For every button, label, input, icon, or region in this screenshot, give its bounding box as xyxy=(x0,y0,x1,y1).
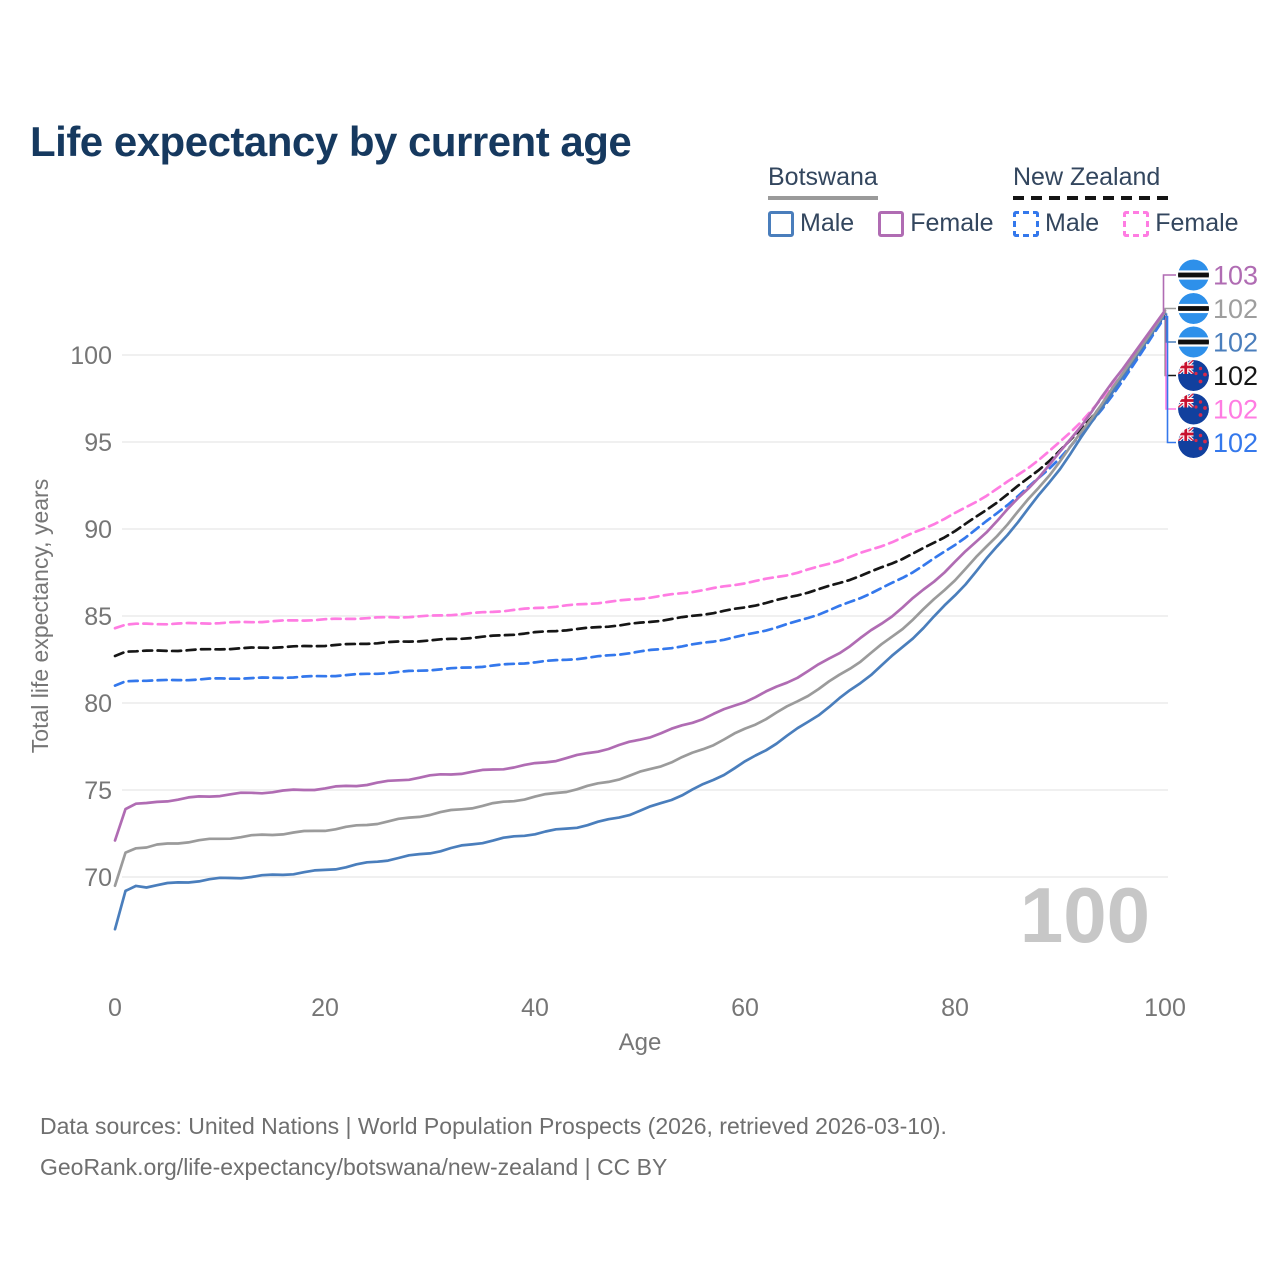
end-label-leader-bw-male xyxy=(1165,313,1176,343)
legend-label-new-zealand-male: Male xyxy=(1045,209,1100,237)
legend-swatch-new-zealand-female xyxy=(1123,210,1150,237)
legend-label-new-zealand-female: Female xyxy=(1155,209,1239,237)
x-tick-label-20: 20 xyxy=(311,994,339,1022)
legend-items-botswana: Male Female xyxy=(768,209,994,238)
footer: Data sources: United Nations | World Pop… xyxy=(40,1106,947,1188)
footer-data-sources: Data sources: United Nations | World Pop… xyxy=(40,1113,947,1139)
new-zealand-flag-icon xyxy=(1178,360,1209,391)
y-axis-title: Total life expectancy, years xyxy=(27,479,53,753)
y-tick-label-95: 95 xyxy=(84,429,112,457)
age-watermark: 100 xyxy=(1020,871,1150,959)
end-label-value-nz-total: 102 xyxy=(1213,361,1258,391)
end-label-leader-bw-total xyxy=(1164,307,1176,313)
y-tick-label-75: 75 xyxy=(84,777,112,805)
legend-label-botswana-male: Male xyxy=(800,209,855,237)
x-tick-label-80: 80 xyxy=(941,994,969,1022)
y-tick-label-85: 85 xyxy=(84,603,112,631)
end-label-value-nz-male: 102 xyxy=(1213,428,1258,458)
legend-group-new-zealand-title: New Zealand xyxy=(1013,163,1161,191)
legend-group-new-zealand: New Zealand Male Female xyxy=(1013,163,1239,238)
series-nz-total-line xyxy=(113,313,1167,658)
x-tick-label-100: 100 xyxy=(1144,994,1186,1022)
series-bw-male-line xyxy=(113,312,1167,931)
legend-group-botswana-title: Botswana xyxy=(768,163,878,191)
end-label-value-bw-total: 102 xyxy=(1213,294,1258,324)
y-tick-label-100: 100 xyxy=(70,342,112,370)
series-nz-male-line xyxy=(113,315,1167,687)
botswana-flag-icon xyxy=(1178,259,1209,291)
end-label-leader-bw-female xyxy=(1162,274,1176,312)
x-tick-label-60: 60 xyxy=(731,994,759,1022)
legend-group-botswana: Botswana Male Female xyxy=(768,163,994,238)
end-label-value-bw-female: 103 xyxy=(1213,261,1258,291)
legend-swatch-botswana-female xyxy=(878,210,905,237)
x-axis-title: Age xyxy=(619,1029,662,1056)
y-tick-label-70: 70 xyxy=(84,864,112,892)
botswana-flag-icon xyxy=(1178,293,1209,324)
new-zealand-flag-icon xyxy=(1178,393,1209,425)
end-label-leader-nz-male xyxy=(1165,315,1176,444)
y-tick-label-80: 80 xyxy=(84,690,112,718)
y-tick-label-90: 90 xyxy=(84,516,112,544)
series-nz-female-line xyxy=(113,314,1167,630)
end-label-value-bw-male: 102 xyxy=(1213,328,1258,358)
legend-swatch-botswana-male xyxy=(768,210,794,237)
new-zealand-flag-icon xyxy=(1178,427,1209,458)
botswana-flag-icon xyxy=(1178,326,1209,358)
end-label-leader-nz-female xyxy=(1165,314,1176,410)
legend-underline-dashed xyxy=(1013,196,1168,200)
end-label-value-nz-female: 102 xyxy=(1213,395,1258,425)
legend-item-botswana-female[interactable]: Female xyxy=(878,209,994,238)
series-bw-female-line xyxy=(113,309,1167,842)
legend-items-new-zealand: Male Female xyxy=(1013,209,1239,238)
legend-underline-solid xyxy=(768,196,878,200)
legend-item-new-zealand-female[interactable]: Female xyxy=(1123,209,1239,238)
page-title: Life expectancy by current age xyxy=(30,118,632,166)
legend-item-botswana-male[interactable]: Male xyxy=(768,209,854,238)
legend-label-botswana-female: Female xyxy=(910,209,994,237)
series-bw-total-line xyxy=(113,311,1167,888)
legend-swatch-new-zealand-male xyxy=(1013,210,1039,237)
footer-attribution: GeoRank.org/life-expectancy/botswana/new… xyxy=(40,1154,668,1180)
legend-item-new-zealand-male[interactable]: Male xyxy=(1013,209,1099,238)
x-tick-label-0: 0 xyxy=(108,994,122,1022)
x-tick-label-40: 40 xyxy=(521,994,549,1022)
